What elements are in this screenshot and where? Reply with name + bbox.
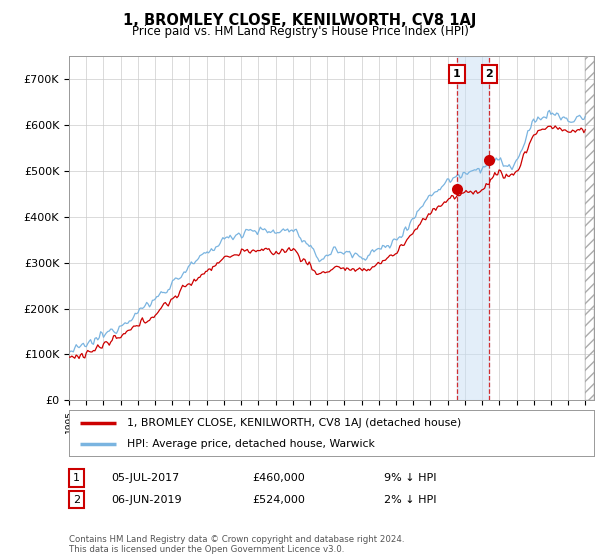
Text: 2: 2	[485, 69, 493, 80]
Text: Contains HM Land Registry data © Crown copyright and database right 2024.
This d: Contains HM Land Registry data © Crown c…	[69, 535, 404, 554]
Bar	[457, 56, 490, 400]
Text: 05-JUL-2017: 05-JUL-2017	[111, 473, 179, 483]
Text: £524,000: £524,000	[252, 494, 305, 505]
Text: 1: 1	[73, 473, 80, 483]
Text: £460,000: £460,000	[252, 473, 305, 483]
Text: 1, BROMLEY CLOSE, KENILWORTH, CV8 1AJ: 1, BROMLEY CLOSE, KENILWORTH, CV8 1AJ	[124, 13, 476, 28]
Text: 9% ↓ HPI: 9% ↓ HPI	[384, 473, 437, 483]
Text: 2: 2	[73, 494, 80, 505]
Text: 1, BROMLEY CLOSE, KENILWORTH, CV8 1AJ (detached house): 1, BROMLEY CLOSE, KENILWORTH, CV8 1AJ (d…	[127, 418, 461, 428]
Text: 2% ↓ HPI: 2% ↓ HPI	[384, 494, 437, 505]
Text: HPI: Average price, detached house, Warwick: HPI: Average price, detached house, Warw…	[127, 438, 374, 449]
Text: 1: 1	[453, 69, 461, 80]
Text: 06-JUN-2019: 06-JUN-2019	[111, 494, 182, 505]
Text: Price paid vs. HM Land Registry's House Price Index (HPI): Price paid vs. HM Land Registry's House …	[131, 25, 469, 38]
